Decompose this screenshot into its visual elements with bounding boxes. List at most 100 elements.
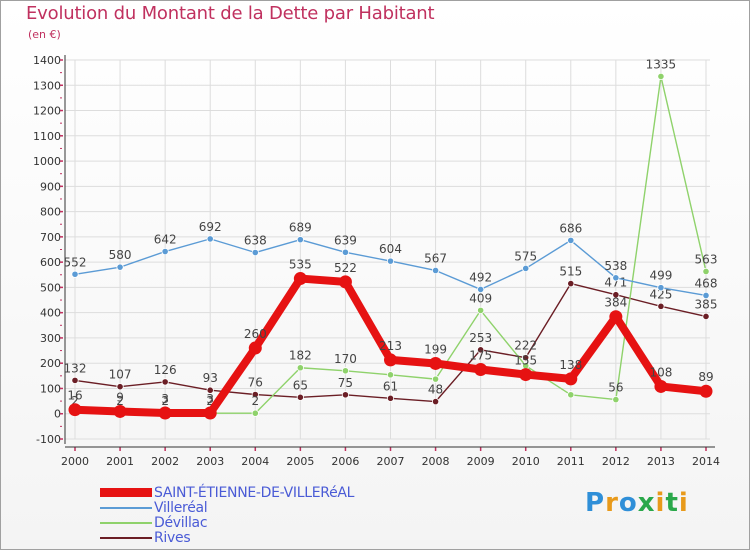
data-point xyxy=(296,364,304,372)
logo-letter: i xyxy=(655,488,666,518)
data-label: 199 xyxy=(424,342,447,356)
y-tick-label: 1300 xyxy=(33,79,61,92)
x-tick-label: 2010 xyxy=(512,455,540,468)
x-tick-label: 2009 xyxy=(467,455,495,468)
x-tick-label: 2012 xyxy=(602,455,630,468)
data-label: 639 xyxy=(334,233,357,247)
y-tick-label: 1400 xyxy=(33,54,61,67)
data-point xyxy=(702,267,710,276)
x-tick-label: 2000 xyxy=(61,455,89,468)
data-point xyxy=(71,376,79,384)
data-point xyxy=(657,302,665,310)
legend-label: Dévillac xyxy=(154,515,208,531)
data-point xyxy=(293,272,307,286)
data-label: 2 xyxy=(161,394,169,408)
logo-letter: r xyxy=(605,488,619,518)
y-tick-label: 300 xyxy=(40,332,61,345)
data-label: 48 xyxy=(428,383,443,397)
data-point xyxy=(386,257,395,265)
x-tick-label: 2003 xyxy=(196,455,224,468)
data-point xyxy=(251,248,259,257)
data-label: 107 xyxy=(109,368,132,382)
data-point xyxy=(386,394,395,402)
data-point xyxy=(384,353,397,367)
data-label: 89 xyxy=(698,370,713,384)
x-tick-label: 2005 xyxy=(286,455,314,468)
data-point xyxy=(657,284,665,292)
legend-swatch xyxy=(100,507,152,509)
y-tick-label: 500 xyxy=(40,281,61,294)
legend-label: Villeréal xyxy=(154,500,208,516)
data-point xyxy=(341,248,350,256)
data-label: 2 xyxy=(71,394,79,408)
data-label: 260 xyxy=(244,327,267,341)
data-label: 76 xyxy=(248,376,263,390)
x-tick-label: 2014 xyxy=(692,455,720,468)
data-label: 3 xyxy=(161,392,169,406)
data-label: 535 xyxy=(289,258,312,272)
data-label: 638 xyxy=(244,234,267,248)
data-label: 170 xyxy=(334,352,357,366)
data-point xyxy=(567,391,575,399)
data-label: 75 xyxy=(338,376,353,390)
data-label: 213 xyxy=(379,339,402,353)
data-label: 65 xyxy=(293,378,308,392)
data-point xyxy=(657,72,665,81)
data-point xyxy=(522,354,530,362)
data-label: 499 xyxy=(649,269,672,283)
data-point xyxy=(564,372,578,386)
data-label: 138 xyxy=(559,358,582,372)
y-tick-label: -100 xyxy=(36,433,61,446)
data-point xyxy=(338,275,352,289)
y-tick-label: 900 xyxy=(40,180,61,193)
data-point xyxy=(654,379,668,393)
data-point xyxy=(522,264,530,273)
y-tick-label: 1100 xyxy=(33,130,61,143)
legend-swatch xyxy=(100,488,152,497)
data-point xyxy=(429,356,443,370)
y-tick-label: 200 xyxy=(40,357,61,370)
data-label: 552 xyxy=(64,255,87,269)
data-label: 686 xyxy=(559,221,582,235)
data-label: 155 xyxy=(514,354,537,368)
data-label: 642 xyxy=(154,233,177,247)
data-label: 2 xyxy=(251,394,259,408)
x-tick-label: 2011 xyxy=(557,455,585,468)
logo-letter: o xyxy=(618,488,638,518)
x-tick-label: 2013 xyxy=(647,455,675,468)
legend-swatch xyxy=(100,537,152,539)
data-label: 61 xyxy=(383,379,398,393)
data-label: 2 xyxy=(206,394,214,408)
data-point xyxy=(116,263,124,271)
legend-label: SAINT-ÉTIENNE-DE-VILLERéAL xyxy=(154,485,355,501)
data-label: 604 xyxy=(379,242,402,256)
data-point xyxy=(341,391,350,399)
x-tick-label: 2001 xyxy=(106,455,134,468)
data-label: 175 xyxy=(469,349,492,363)
data-point xyxy=(386,371,395,379)
data-point xyxy=(474,363,488,377)
data-point xyxy=(612,274,620,282)
x-tick-label: 2004 xyxy=(241,455,269,468)
data-point xyxy=(519,368,533,382)
data-label: 222 xyxy=(514,339,537,353)
data-point xyxy=(567,236,575,245)
data-label: 689 xyxy=(289,221,312,235)
data-point xyxy=(431,266,440,275)
data-label: 1335 xyxy=(646,57,677,71)
data-label: 580 xyxy=(109,248,132,262)
logo-letter: P xyxy=(585,488,606,518)
x-tick-label: 2006 xyxy=(331,455,359,468)
data-label: 2 xyxy=(116,394,124,408)
data-label: 132 xyxy=(64,361,87,375)
data-label: 384 xyxy=(604,296,627,310)
data-point xyxy=(161,378,169,386)
x-tick-label: 2007 xyxy=(377,455,405,468)
data-point xyxy=(612,395,620,404)
logo-letter: i xyxy=(678,488,689,518)
data-point xyxy=(477,346,485,354)
data-label: 468 xyxy=(695,276,718,290)
data-label: 56 xyxy=(608,381,623,395)
